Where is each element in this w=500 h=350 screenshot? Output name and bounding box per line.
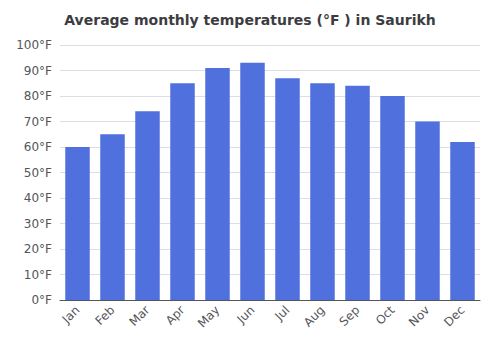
svg-text:Aug: Aug [301,303,327,329]
svg-text:Average monthly temperatures (: Average monthly temperatures (°F ) in Sa… [64,12,435,28]
svg-text:Jan: Jan [59,303,83,327]
svg-text:30°F: 30°F [24,217,52,231]
svg-text:60°F: 60°F [24,140,52,154]
svg-text:10°F: 10°F [24,268,52,282]
svg-text:0°F: 0°F [31,293,52,307]
svg-text:Apr: Apr [163,303,188,328]
svg-text:Mar: Mar [127,303,153,329]
svg-text:20°F: 20°F [24,242,52,256]
svg-text:Dec: Dec [441,303,467,329]
svg-text:Jul: Jul [272,303,293,324]
svg-text:50°F: 50°F [24,166,52,180]
svg-text:80°F: 80°F [24,89,52,103]
svg-text:40°F: 40°F [24,191,52,205]
svg-text:Jun: Jun [234,303,258,327]
svg-text:Feb: Feb [93,303,118,328]
svg-text:Nov: Nov [406,303,432,329]
svg-text:Sep: Sep [337,303,363,329]
svg-text:90°F: 90°F [24,64,52,78]
svg-text:100°F: 100°F [16,38,52,52]
svg-text:Oct: Oct [373,303,398,328]
svg-text:May: May [195,303,222,330]
svg-text:70°F: 70°F [24,115,52,129]
